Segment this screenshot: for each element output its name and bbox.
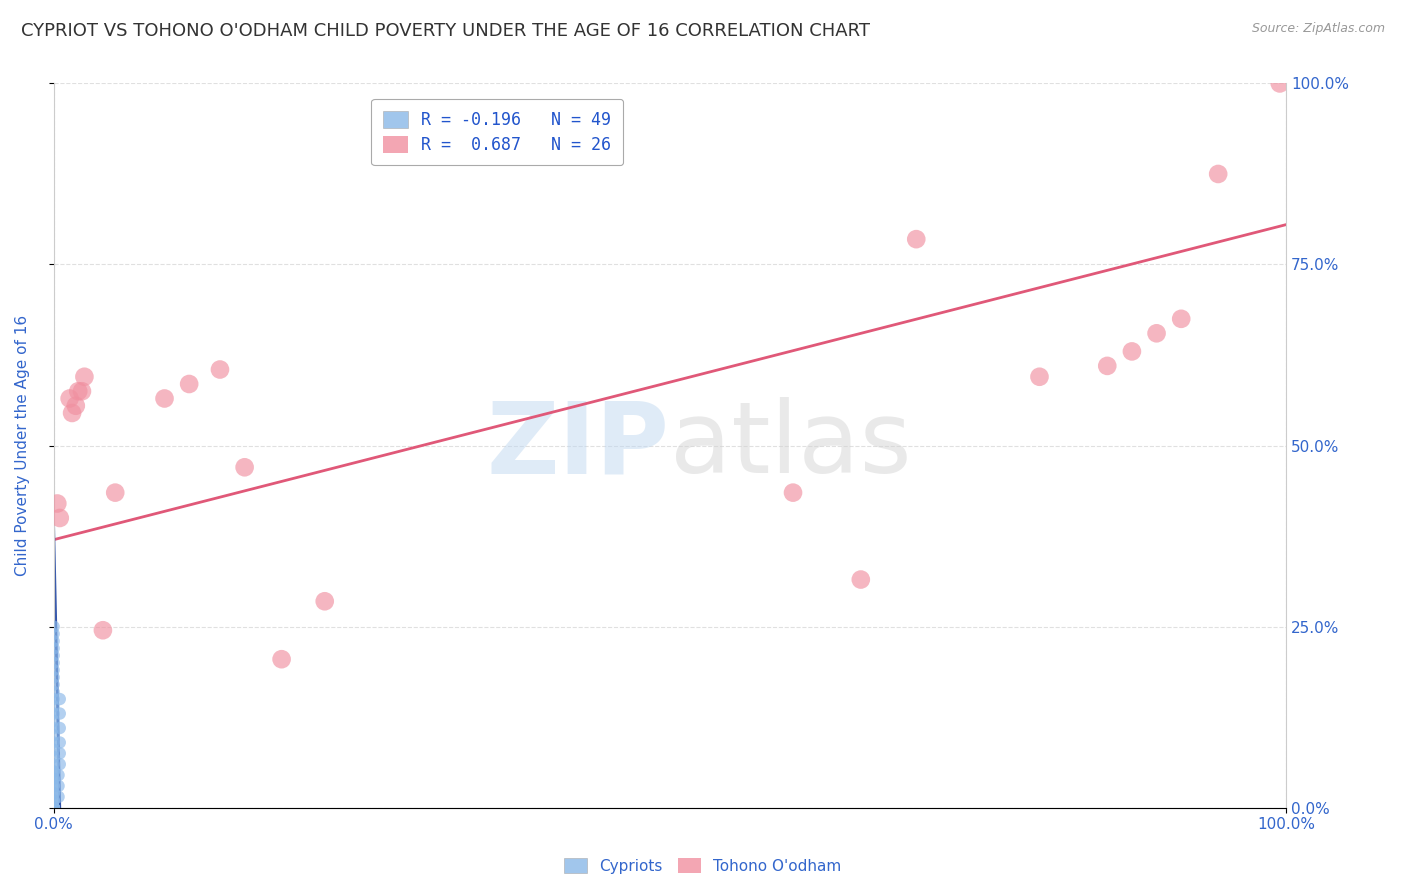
Point (42, 627, 65, 641)
Point (314, 594, 336, 608)
Point (42, 800, 65, 814)
Legend: R = -0.196   N = 49, R =  0.687   N = 26: R = -0.196 N = 49, R = 0.687 N = 26 (371, 99, 623, 165)
Point (65, 399, 87, 413)
Point (91, 624, 114, 638)
Point (42, 772, 65, 786)
Point (59, 392, 82, 406)
Point (73, 369, 96, 384)
Point (233, 460, 256, 475)
Point (42, 800, 65, 814)
Point (42, 634, 65, 648)
Point (42, 800, 65, 814)
Point (42, 721, 65, 735)
Point (1097, 359, 1119, 373)
Point (42, 648, 65, 663)
Point (208, 362, 231, 376)
Point (42, 735, 65, 749)
Point (42, 670, 65, 684)
Point (42, 699, 65, 714)
Point (849, 573, 872, 587)
Point (42, 800, 65, 814)
Point (42, 793, 65, 807)
Point (104, 485, 127, 500)
Point (48, 768, 70, 782)
Point (42, 800, 65, 814)
Point (153, 392, 176, 406)
Point (42, 779, 65, 793)
Text: Source: ZipAtlas.com: Source: ZipAtlas.com (1251, 22, 1385, 36)
Point (179, 376, 201, 391)
Point (42, 772, 65, 786)
Legend: Cypriots, Tohono O'odham: Cypriots, Tohono O'odham (558, 852, 848, 880)
Point (46, 496, 69, 510)
Point (42, 714, 65, 728)
Point (42, 685, 65, 699)
Point (42, 786, 65, 800)
Point (42, 619, 65, 633)
Point (1268, 77, 1291, 91)
Point (49, 747, 72, 761)
Y-axis label: Child Poverty Under the Age of 16: Child Poverty Under the Age of 16 (15, 315, 30, 576)
Point (42, 793, 65, 807)
Point (42, 800, 65, 814)
Point (42, 750, 65, 764)
Point (42, 692, 65, 706)
Point (49, 757, 72, 772)
Point (48, 789, 70, 804)
Point (42, 641, 65, 656)
Text: atlas: atlas (669, 397, 911, 494)
Point (42, 800, 65, 814)
Point (1206, 167, 1229, 181)
Point (70, 384, 93, 399)
Point (42, 663, 65, 677)
Point (42, 764, 65, 779)
Point (49, 706, 72, 721)
Point (270, 652, 292, 666)
Point (49, 721, 72, 735)
Point (49, 735, 72, 749)
Point (42, 706, 65, 721)
Text: ZIP: ZIP (486, 397, 669, 494)
Text: CYPRIOT VS TOHONO O'ODHAM CHILD POVERTY UNDER THE AGE OF 16 CORRELATION CHART: CYPRIOT VS TOHONO O'ODHAM CHILD POVERTY … (21, 22, 870, 40)
Point (42, 779, 65, 793)
Point (42, 786, 65, 800)
Point (782, 485, 804, 500)
Point (42, 800, 65, 814)
Point (49, 511, 72, 525)
Point (42, 677, 65, 691)
Point (1121, 344, 1143, 359)
Point (1170, 311, 1192, 326)
Point (42, 728, 65, 742)
Point (1146, 326, 1168, 341)
Point (67, 384, 90, 399)
Point (42, 757, 65, 772)
Point (42, 743, 65, 757)
Point (42, 800, 65, 814)
Point (60, 406, 83, 420)
Point (48, 779, 70, 793)
Point (905, 232, 928, 246)
Point (49, 692, 72, 706)
Point (42, 656, 65, 670)
Point (42, 800, 65, 814)
Point (1028, 369, 1050, 384)
Point (42, 764, 65, 779)
